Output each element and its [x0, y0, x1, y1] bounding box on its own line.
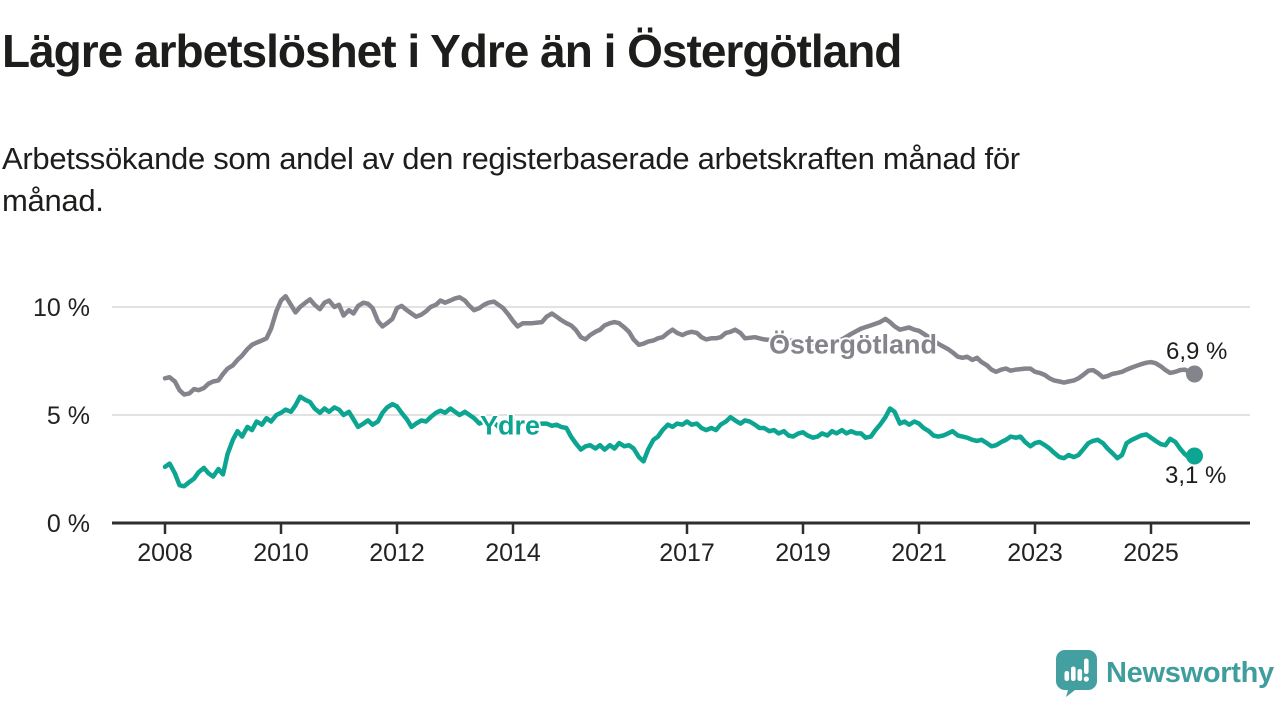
bar-1: [1064, 671, 1070, 681]
series-label-ydre: Ydre: [479, 410, 541, 441]
exclamation-dot: [1083, 676, 1089, 682]
x-tick-label-2017: 2017: [659, 539, 715, 567]
newsworthy-logo-text: Newsworthy: [1106, 657, 1274, 689]
page-title: Lägre arbetslöshet i Ydre än i Östergötl…: [2, 25, 902, 77]
line-östergötland: [162, 293, 1197, 397]
y-tick-label-0: 0 %: [47, 510, 90, 538]
x-tick-label-2008: 2008: [137, 539, 193, 567]
exclamation-stroke: [1084, 658, 1089, 674]
x-tick-label-2012: 2012: [369, 539, 425, 567]
newsworthy-logo: Newsworthy: [1056, 650, 1274, 697]
x-tick-label-2019: 2019: [775, 539, 831, 567]
y-tick-label-5: 5 %: [47, 402, 90, 430]
x-tick-label-2014: 2014: [485, 539, 541, 567]
newsworthy-logo-icon: [1056, 650, 1097, 697]
end-value-label-ydre: 3,1 %: [1165, 462, 1227, 489]
end-dot-ydre: [1186, 447, 1203, 465]
end-dot-östergötland: [1186, 365, 1203, 383]
speech-bubble-shape: [1056, 650, 1097, 697]
line-ydre: [162, 394, 1197, 489]
x-tick-label-2010: 2010: [253, 539, 309, 567]
bar-2: [1071, 666, 1076, 681]
bar-3: [1077, 669, 1083, 681]
x-tick-label-2025: 2025: [1123, 539, 1179, 567]
x-tick-label-2023: 2023: [1007, 539, 1063, 567]
series-label-ostergotland: Östergötland: [768, 329, 938, 360]
x-tick-label-2021: 2021: [891, 539, 947, 567]
y-tick-label-10: 10 %: [33, 294, 90, 322]
chart-subtitle: Arbetssökande som andel av den registerb…: [2, 141, 1020, 219]
end-value-label-ostergotland: 6,9 %: [1166, 338, 1228, 365]
